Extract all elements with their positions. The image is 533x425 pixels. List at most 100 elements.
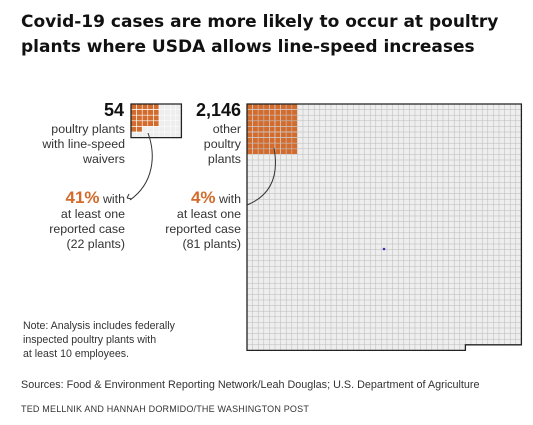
small-group-label-line-3: waivers — [83, 152, 125, 166]
large-highlighted-cell — [291, 131, 298, 138]
small-highlighted-cell — [147, 114, 154, 122]
small-group-description: poultry plants with line-speed waivers — [42, 122, 125, 167]
small-leader-arrow — [126, 193, 133, 200]
large-highlighted-cell — [252, 114, 259, 122]
large-highlighted-cell — [285, 148, 293, 155]
large-highlighted-cell — [263, 103, 270, 110]
large-highlighted-cell — [280, 120, 287, 127]
small-highlighted-cell — [130, 103, 137, 110]
small-highlighted-cell — [136, 114, 143, 122]
large-highlighted-cell — [280, 114, 287, 122]
chart-title: Covid-19 cases are more likely to occur … — [21, 12, 499, 57]
note-line-2: inspected poultry plants with — [23, 334, 157, 346]
large-highlighted-cell — [285, 114, 293, 122]
large-group-percent-suffix: with — [215, 192, 241, 206]
large-highlighted-cell — [291, 103, 298, 110]
large-highlighted-cell — [257, 142, 265, 150]
small-highlighted-cell — [130, 114, 137, 122]
large-highlighted-cell — [246, 137, 253, 144]
large-highlighted-cell — [291, 148, 298, 155]
large-highlighted-cell — [263, 142, 270, 150]
large-highlighted-cell — [291, 109, 298, 116]
small-group-percent-line: 41% with — [49, 189, 125, 207]
large-highlighted-cell — [274, 131, 281, 138]
small-highlighted-cell — [130, 126, 137, 133]
small-waffle-background-last-row — [131, 132, 182, 138]
large-highlighted-cell — [246, 103, 253, 110]
large-highlighted-cell — [269, 131, 276, 138]
small-group-label-line-1: poultry plants — [51, 122, 125, 136]
small-highlighted-cell — [153, 103, 160, 110]
small-leader-line — [129, 132, 153, 201]
large-highlighted-cell — [252, 126, 259, 133]
small-group-case-line-2: reported case — [49, 222, 125, 236]
large-highlighted-cell — [280, 137, 287, 144]
large-highlighted-cell — [246, 114, 253, 122]
large-highlighted-cell — [269, 114, 276, 122]
large-highlighted-cell — [269, 103, 276, 110]
large-highlighted-cell — [263, 114, 270, 122]
small-highlighted-cell — [136, 109, 143, 116]
small-highlighted-cell — [147, 103, 154, 110]
large-highlighted-cell — [252, 137, 259, 144]
small-highlighted-cell — [141, 120, 149, 127]
large-group-percent-line: 4% with — [165, 188, 241, 207]
large-highlighted-cell — [291, 137, 298, 144]
small-highlighted-cell — [130, 109, 137, 116]
large-highlighted-cell — [246, 120, 253, 127]
large-group-case-line-3: (81 plants) — [182, 237, 241, 251]
small-group-total: 54 — [103, 100, 124, 120]
small-highlighted-cell — [153, 109, 160, 116]
small-highlighted-cell — [141, 109, 149, 116]
large-group-percent: 4% — [190, 188, 216, 207]
large-highlighted-cell — [274, 120, 281, 127]
large-group-label-line-1: other — [212, 122, 241, 136]
small-highlighted-cell — [136, 126, 143, 133]
large-highlighted-cell — [252, 148, 259, 155]
small-highlighted-cell — [136, 120, 143, 127]
large-waffle-background-last-row — [247, 344, 466, 351]
credit: TED MELLNIK AND HANNAH DORMIDO/THE WASHI… — [21, 404, 310, 414]
large-highlighted-cell — [257, 126, 265, 133]
note-line-3: at least 10 employees. — [23, 348, 129, 360]
large-highlighted-cell — [291, 142, 298, 150]
large-highlighted-cell — [269, 109, 276, 116]
large-highlighted-cell — [291, 120, 298, 127]
large-highlighted-cell — [274, 137, 281, 144]
small-group-case-line-1: at least one — [60, 207, 125, 221]
large-highlighted-cell — [285, 109, 293, 116]
small-group-percent-suffix: with — [99, 192, 125, 206]
large-highlighted-cell — [257, 103, 265, 110]
large-group-percent-annotation: 4% with at least one reported case (81 p… — [165, 188, 241, 252]
small-group-percent-annotation: 41% with at least one reported case (22 … — [49, 189, 125, 252]
note-line-1: Note: Analysis includes federally — [23, 320, 175, 332]
large-group-description: other poultry plants — [204, 122, 241, 167]
large-highlighted-cell — [257, 109, 265, 116]
small-waffle-grid — [131, 104, 182, 138]
large-highlighted-cell — [274, 109, 281, 116]
large-group-label-line-3: plants — [207, 152, 241, 166]
large-highlighted-cell — [280, 126, 287, 133]
large-highlighted-cell — [274, 142, 281, 150]
large-highlighted-cell — [285, 120, 293, 127]
large-highlighted-cell — [285, 103, 293, 110]
small-highlighted-cell — [141, 103, 149, 110]
small-group-case-line-3: (22 plants) — [66, 237, 125, 251]
small-highlighted-cell — [136, 103, 143, 110]
large-highlighted-cell — [263, 120, 270, 127]
large-highlighted-cell — [280, 142, 287, 150]
large-highlighted-cell — [257, 148, 265, 155]
large-waffle-outline — [246, 103, 523, 352]
large-highlighted-cell — [269, 137, 276, 144]
large-highlighted-cell — [291, 126, 298, 133]
large-highlighted-cell — [257, 120, 265, 127]
large-highlighted-cell — [257, 131, 265, 138]
small-highlighted-cell — [153, 120, 160, 127]
large-highlighted-cell — [257, 137, 265, 144]
large-waffle-grid — [247, 104, 522, 351]
large-highlighted-cell — [285, 131, 293, 138]
large-highlighted-cell — [291, 114, 298, 122]
large-highlighted-cell — [274, 126, 281, 133]
large-group-case-line-2: reported case — [165, 222, 241, 236]
